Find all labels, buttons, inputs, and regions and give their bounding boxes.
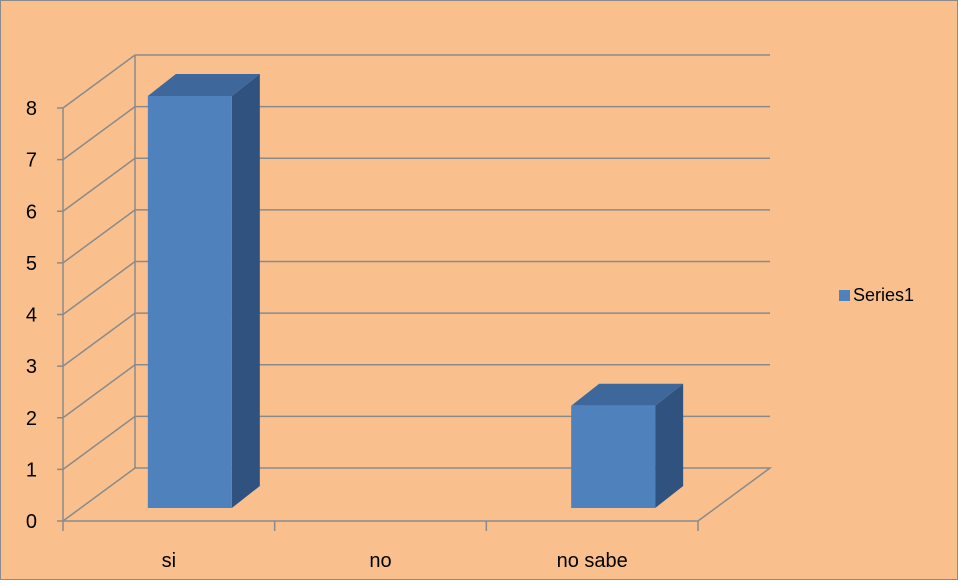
bar-side-face xyxy=(231,74,260,508)
y-tick-label-3: 3 xyxy=(26,356,37,378)
y-tick-label-0: 0 xyxy=(26,511,37,533)
gridline-side-4 xyxy=(62,260,136,316)
x-tick-label-2: no sabe xyxy=(557,550,628,572)
bar-front-face xyxy=(571,405,656,508)
label-layer: 0 1 2 3 4 5 6 7 8 si no no sabe xyxy=(26,98,628,572)
axis-layer xyxy=(57,107,699,531)
gridline-side-2 xyxy=(62,364,136,419)
y-tick-label-4: 4 xyxy=(26,305,37,327)
y-tick-label-1: 1 xyxy=(26,459,37,481)
x-tick-label-0: si xyxy=(162,550,176,572)
gridline-side-0 xyxy=(62,467,136,522)
y-tick-label-2: 2 xyxy=(26,408,37,430)
legend-swatch-series1 xyxy=(839,290,850,301)
y-tick-label-5: 5 xyxy=(26,253,37,275)
gridline-side-6 xyxy=(62,157,136,212)
legend-label-series1: Series1 xyxy=(853,285,914,305)
gridline-side-5 xyxy=(62,209,136,264)
x-tick-label-1: no xyxy=(369,550,391,572)
gridline-side-1 xyxy=(62,415,136,470)
gridline-side-8 xyxy=(62,54,136,109)
y-tick-label-7: 7 xyxy=(26,150,37,172)
bar-front-face xyxy=(147,96,232,508)
bar-no-sabe xyxy=(571,383,684,508)
y-tick-label-8: 8 xyxy=(26,98,37,120)
bar-si xyxy=(147,74,260,508)
bar-side-face xyxy=(655,383,684,508)
bar-top-face xyxy=(147,74,260,96)
y-tick-label-6: 6 xyxy=(26,201,37,223)
bar-layer xyxy=(147,74,684,508)
floor-outline xyxy=(63,467,773,522)
legend: Series1 xyxy=(839,285,914,305)
bar-top-face xyxy=(571,383,684,406)
gridline-side-7 xyxy=(62,106,136,161)
gridline-side-3 xyxy=(62,312,136,367)
